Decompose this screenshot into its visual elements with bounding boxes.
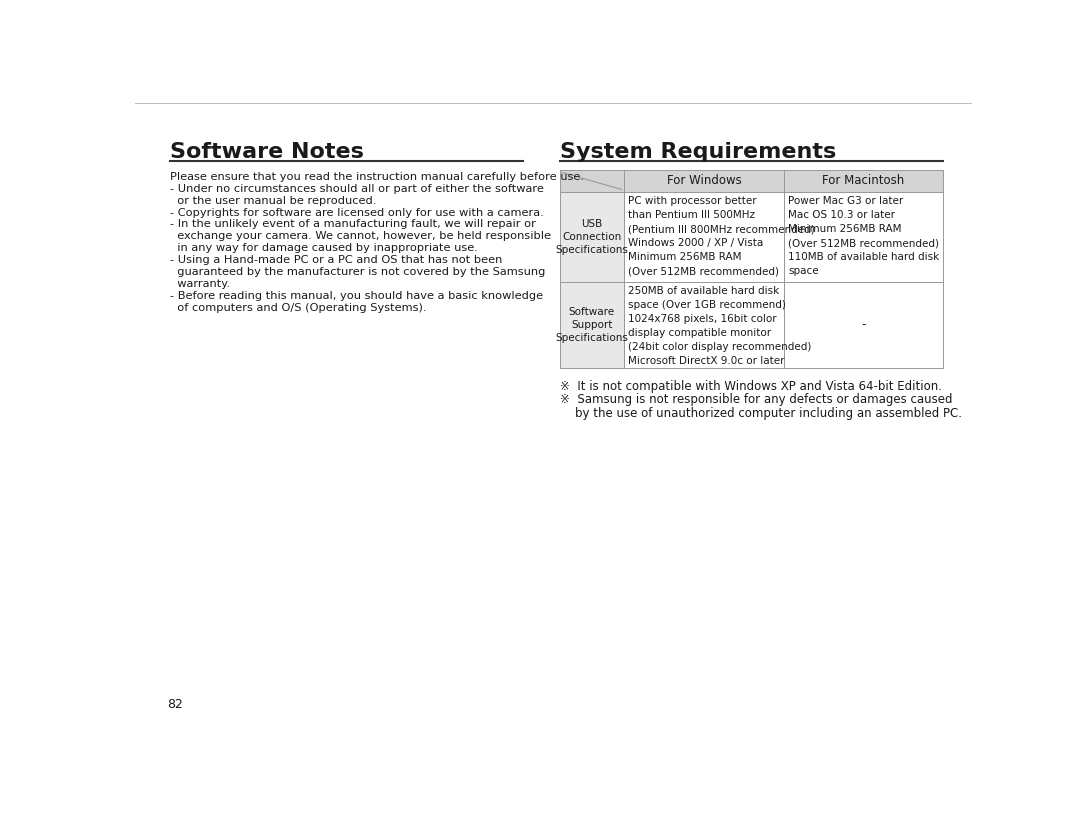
Text: - In the unlikely event of a manufacturing fault, we will repair or: - In the unlikely event of a manufacturi…	[170, 219, 536, 230]
Text: 250MB of available hard disk
space (Over 1GB recommend)
1024x768 pixels, 16bit c: 250MB of available hard disk space (Over…	[627, 286, 811, 367]
Text: - Before reading this manual, you should have a basic knowledge: - Before reading this manual, you should…	[170, 291, 543, 301]
Bar	[559, 282, 624, 368]
Text: ※  It is not compatible with Windows XP and Vista 64-bit Edition.: ※ It is not compatible with Windows XP a…	[559, 381, 942, 394]
Bar	[559, 170, 624, 192]
Text: -: -	[861, 319, 866, 332]
Text: 82: 82	[167, 698, 184, 711]
Text: exchange your camera. We cannot, however, be held responsible: exchange your camera. We cannot, however…	[170, 231, 551, 241]
Text: ※  Samsung is not responsible for any defects or damages caused: ※ Samsung is not responsible for any def…	[559, 394, 953, 407]
Bar	[784, 170, 943, 192]
Text: System Requirements: System Requirements	[559, 143, 836, 162]
Text: Software
Support
Specifications: Software Support Specifications	[555, 306, 629, 343]
Bar	[784, 192, 943, 282]
Text: USB
Connection
Specifications: USB Connection Specifications	[555, 218, 629, 255]
Text: PC with processor better
than Pentium III 500MHz
(Pentium III 800MHz recommended: PC with processor better than Pentium II…	[627, 196, 814, 276]
Text: For Macintosh: For Macintosh	[822, 174, 905, 187]
Text: - Under no circumstances should all or part of either the software: - Under no circumstances should all or p…	[170, 183, 543, 194]
Text: Please ensure that you read the instruction manual carefully before use.: Please ensure that you read the instruct…	[170, 172, 584, 182]
Text: - Using a Hand-made PC or a PC and OS that has not been: - Using a Hand-made PC or a PC and OS th…	[170, 255, 502, 265]
Text: of computers and O/S (Operating Systems).: of computers and O/S (Operating Systems)…	[170, 303, 427, 313]
Bar	[624, 170, 784, 192]
Bar	[624, 282, 784, 368]
Text: Software Notes: Software Notes	[170, 143, 364, 162]
Bar	[559, 192, 624, 282]
Text: guaranteed by the manufacturer is not covered by the Samsung: guaranteed by the manufacturer is not co…	[170, 267, 545, 277]
Text: by the use of unauthorized computer including an assembled PC.: by the use of unauthorized computer incl…	[559, 407, 961, 420]
Bar	[624, 192, 784, 282]
Text: in any way for damage caused by inappropriate use.: in any way for damage caused by inapprop…	[170, 244, 477, 253]
Text: or the user manual be reproduced.: or the user manual be reproduced.	[170, 196, 376, 205]
Text: warranty.: warranty.	[170, 279, 230, 289]
Text: Power Mac G3 or later
Mac OS 10.3 or later
Minimum 256MB RAM
(Over 512MB recomme: Power Mac G3 or later Mac OS 10.3 or lat…	[788, 196, 940, 276]
Text: - Copyrights for software are licensed only for use with a camera.: - Copyrights for software are licensed o…	[170, 208, 543, 218]
Bar	[784, 282, 943, 368]
Text: For Windows: For Windows	[666, 174, 742, 187]
